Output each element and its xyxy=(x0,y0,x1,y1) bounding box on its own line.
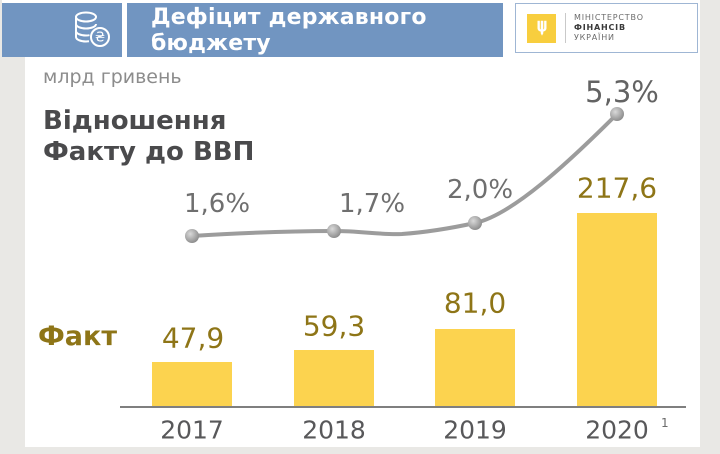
ministry-name: МІНІСТЕРСТВО ФІНАНСІВ УКРАЇНИ xyxy=(574,13,644,43)
trident-icon xyxy=(527,13,556,43)
header-title-block: Дефіцит державного бюджету xyxy=(127,3,503,57)
logo-divider xyxy=(565,13,566,43)
header-icon-block: ₴ xyxy=(2,3,122,57)
gdp-ratio-label-line2: Факту до ВВП xyxy=(43,137,255,167)
year-label-2019: 2019 xyxy=(443,415,507,445)
bar-2020 xyxy=(577,213,657,406)
units-label: млрд гривень xyxy=(43,66,182,88)
year-label-2020: 2020 xyxy=(585,415,649,445)
x-axis-line xyxy=(120,406,686,408)
pct-label-2017: 1,6% xyxy=(183,189,251,219)
gdp-ratio-label: Відношення Факту до ВВП xyxy=(43,106,254,168)
series-label-fact: Факт xyxy=(38,321,117,352)
svg-text:₴: ₴ xyxy=(95,31,105,46)
bar-2019 xyxy=(435,329,515,406)
ministry-logo-box: МІНІСТЕРСТВО ФІНАНСІВ УКРАЇНИ xyxy=(515,3,698,53)
bar-2017 xyxy=(152,362,232,406)
year-label-2018: 2018 xyxy=(302,415,366,445)
pct-label-2019: 2,0% xyxy=(446,175,514,205)
pct-label-2018: 1,7% xyxy=(338,189,406,219)
page-title-line1: Дефіцит державного xyxy=(151,5,427,30)
gdp-ratio-label-line1: Відношення xyxy=(43,106,227,136)
page-number: 1 xyxy=(661,416,669,430)
pct-label-2020: 5,3% xyxy=(585,75,659,109)
ministry-name-line3: УКРАЇНИ xyxy=(574,33,615,42)
year-label-2017: 2017 xyxy=(160,415,224,445)
ministry-name-line1: МІНІСТЕРСТВО xyxy=(574,13,644,22)
bar-value-2020: 217,6 xyxy=(576,171,658,205)
bar-value-2019: 81,0 xyxy=(443,286,507,320)
bar-value-2018: 59,3 xyxy=(302,309,366,343)
bar-2018 xyxy=(294,350,374,406)
bar-value-2017: 47,9 xyxy=(161,321,225,355)
coins-hryvnia-icon: ₴ xyxy=(75,11,110,47)
ministry-name-line2: ФІНАНСІВ xyxy=(574,23,626,32)
page-title-line2: бюджету xyxy=(151,31,271,56)
